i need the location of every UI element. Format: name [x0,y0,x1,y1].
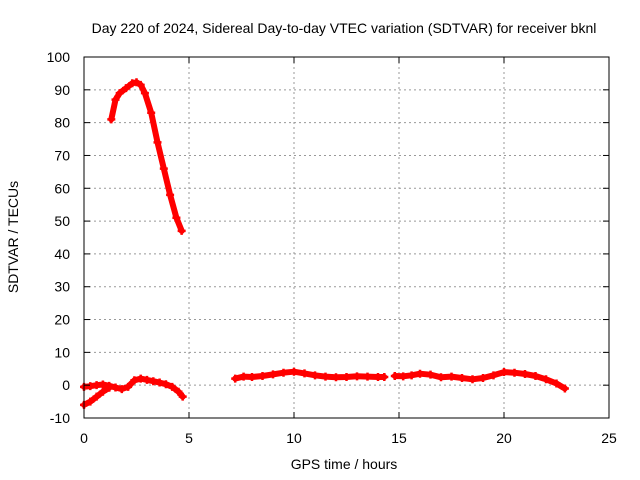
series-low-descending [80,383,114,409]
data-point [122,84,130,93]
chart-title: Day 220 of 2024, Sidereal Day-to-day VTE… [92,20,597,36]
data-point [447,372,456,381]
series-high-arc [107,78,186,235]
x-tick-label: 25 [601,430,617,446]
data-point [437,373,445,382]
data-point [130,376,139,385]
series-line [108,79,185,234]
data-point [98,387,107,396]
data-point [380,372,389,381]
y-tick-label: 60 [54,180,70,196]
x-tick-label: 20 [496,430,512,446]
y-tick-label: 30 [54,279,70,295]
data-point [521,370,529,379]
y-tick-label: 0 [62,377,70,393]
data-point [111,95,120,104]
data-point [177,226,186,235]
x-tick-label: 10 [286,430,302,446]
data-point [390,371,399,380]
data-point [407,371,416,380]
data-point [153,138,162,147]
data-point [149,377,158,386]
data-point [300,369,309,378]
x-tick-label: 5 [185,430,193,446]
data-point [178,392,187,401]
data-point [98,380,107,389]
data-point [124,382,133,391]
data-point [399,372,408,381]
data-point [132,78,141,87]
y-tick-label: 100 [47,49,71,65]
plot-frame [83,56,610,419]
data-point [248,372,256,381]
data-point [479,373,487,382]
y-tick-label: 50 [54,213,70,229]
data-point [168,382,177,391]
y-tick-label: 20 [54,312,70,328]
data-point [172,213,181,222]
series-mid-day [231,367,389,383]
x-tick-label: 15 [391,430,407,446]
data-point [500,368,508,377]
data-point [560,384,569,393]
data-point [311,371,319,380]
y-tick-label: 80 [54,115,70,131]
data-point [117,385,126,394]
data-series [80,78,569,409]
data-point [92,392,101,401]
y-tick-label: -10 [50,410,70,426]
data-point [140,89,149,98]
y-tick-label: 70 [54,147,70,163]
data-point [258,371,267,380]
data-point [426,370,435,379]
data-point [332,373,340,382]
data-point [321,372,330,381]
data-point [105,383,114,392]
data-point [107,115,116,124]
data-point [416,369,424,378]
grid [84,57,609,418]
data-point [279,368,288,377]
x-axis-label: GPS time / hours [291,456,398,472]
y-tick-label: 10 [54,344,70,360]
data-point [115,89,124,98]
y-tick-label: 90 [54,82,70,98]
data-point [136,374,145,383]
axis-ticks: 0 5 10 15 20 25 -10 0 10 20 30 40 50 60 70 80 90 100 [47,49,617,446]
data-point [147,108,156,117]
data-point [458,373,466,382]
data-point [159,164,168,173]
data-point [531,371,540,380]
data-point [489,371,498,380]
data-point [86,397,95,406]
data-point [155,378,164,387]
x-tick-label: 0 [80,430,88,446]
data-point [166,190,175,199]
series-low-early [80,374,187,401]
data-point [342,372,351,381]
data-point [143,375,151,384]
data-point [136,80,145,89]
y-axis-label: SDTVAR / TECUs [5,181,21,293]
series-late-day [390,368,569,393]
data-point [269,370,277,379]
data-point [552,379,561,388]
data-point [542,375,550,384]
data-point [468,375,477,384]
data-point [239,372,248,381]
data-point [290,367,298,376]
data-point [231,374,240,383]
data-point [353,372,361,381]
y-tick-label: 40 [54,246,70,262]
series-line [232,368,388,382]
data-point [363,372,372,381]
data-point [161,380,170,389]
data-point [510,368,519,377]
data-point [174,387,183,396]
